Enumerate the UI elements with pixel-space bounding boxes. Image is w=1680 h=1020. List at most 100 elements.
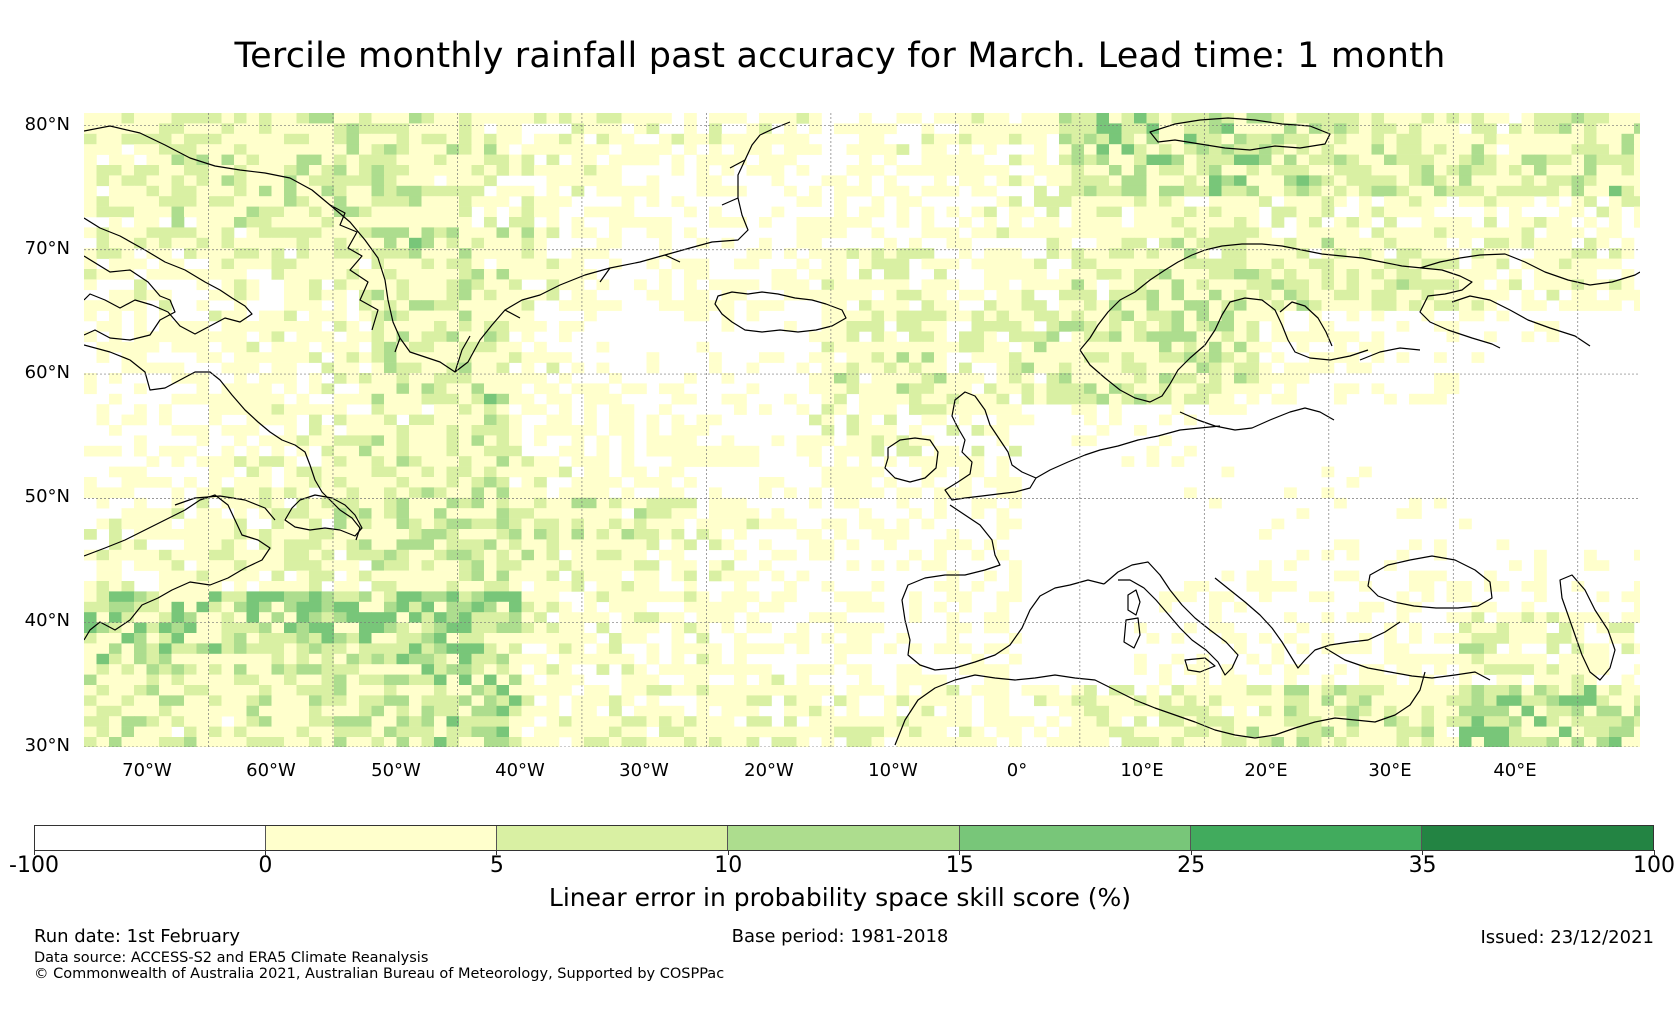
grid-cell (284, 487, 297, 499)
grid-cell (659, 217, 672, 228)
grid-cell (946, 581, 960, 592)
grid-cell (1134, 154, 1147, 166)
grid-cell (609, 373, 622, 384)
grid-cell (921, 383, 935, 395)
grid-cell (1009, 269, 1022, 280)
grid-cell (259, 487, 272, 499)
grid-cell (334, 653, 347, 665)
grid-cell (846, 289, 860, 301)
grid-cell (134, 279, 147, 291)
grid-cell (896, 487, 910, 499)
grid-cell (1384, 653, 1397, 665)
grid-cell (84, 726, 97, 738)
grid-cell (834, 466, 847, 478)
grid-cell (96, 404, 110, 415)
grid-cell (384, 279, 397, 291)
grid-cell (946, 539, 960, 551)
grid-cell (1246, 279, 1260, 291)
grid-cell (1521, 716, 1535, 727)
grid-cell (884, 456, 897, 467)
grid-cell (934, 456, 947, 467)
grid-cell (1559, 674, 1572, 686)
grid-cell (221, 705, 235, 717)
grid-cell (421, 248, 435, 259)
grid-cell (684, 716, 697, 727)
grid-cell (784, 633, 797, 644)
grid-cell (621, 414, 635, 426)
grid-cell (921, 716, 935, 727)
grid-cell (546, 633, 560, 644)
grid-cell (434, 133, 447, 145)
grid-cell (296, 695, 310, 707)
grid-cell (709, 508, 722, 519)
grid-cell (959, 133, 972, 145)
grid-cell (1184, 248, 1197, 259)
grid-cell (846, 414, 860, 426)
grid-cell (109, 321, 122, 332)
grid-cell (209, 269, 222, 280)
grid-cell (1171, 165, 1185, 176)
grid-cell (1321, 206, 1335, 218)
grid-cell (509, 393, 522, 405)
grid-cell (809, 497, 822, 509)
grid-cell (1509, 612, 1522, 623)
grid-cell (909, 310, 922, 322)
grid-cell (1621, 248, 1635, 259)
grid-cell (496, 737, 510, 747)
grid-cell (659, 279, 672, 291)
grid-cell (1034, 185, 1047, 197)
grid-cell (659, 518, 672, 530)
grid-cell (484, 206, 497, 218)
grid-cell (1259, 185, 1272, 197)
grid-cell (559, 133, 572, 145)
grid-cell (1509, 622, 1522, 634)
grid-cell (209, 154, 222, 166)
grid-cell (1359, 206, 1372, 218)
grid-cell (734, 144, 747, 155)
grid-cell (521, 404, 535, 415)
grid-cell (1634, 549, 1640, 561)
grid-cell (1234, 217, 1247, 228)
grid-cell (496, 341, 510, 353)
grid-cell (109, 633, 122, 644)
grid-cell (759, 685, 772, 696)
grid-cell (121, 237, 135, 249)
grid-cell (284, 237, 297, 249)
grid-cell (934, 362, 947, 374)
grid-cell (209, 737, 222, 747)
grid-cell (309, 705, 322, 717)
grid-cell (1484, 601, 1497, 613)
grid-cell (709, 518, 722, 530)
grid-cell (621, 435, 635, 447)
grid-cell (996, 352, 1010, 363)
grid-cell (1609, 206, 1622, 218)
grid-cell (471, 310, 485, 322)
grid-cell (246, 705, 260, 717)
grid-cell (121, 206, 135, 218)
grid-cell (609, 154, 622, 166)
grid-cell (84, 487, 97, 499)
grid-cell (1159, 341, 1172, 353)
grid-cell (596, 445, 610, 457)
grid-cell (1271, 154, 1285, 166)
grid-cell (209, 591, 222, 603)
grid-cell (459, 133, 472, 145)
grid-cell (1084, 300, 1097, 311)
grid-cell (84, 196, 97, 207)
grid-cell (246, 529, 260, 540)
grid-cell (221, 196, 235, 207)
grid-cell (634, 612, 647, 623)
grid-cell (1084, 227, 1097, 239)
grid-cell (1196, 258, 1210, 270)
grid-cell (1534, 185, 1547, 197)
grid-cell (534, 581, 547, 592)
grid-cell (1421, 248, 1435, 259)
grid-cell (1246, 113, 1260, 124)
grid-cell (134, 175, 147, 187)
grid-cell (159, 321, 172, 332)
grid-cell (384, 185, 397, 197)
grid-cell (709, 737, 722, 747)
grid-cell (646, 653, 660, 665)
grid-cell (821, 279, 835, 291)
grid-cell (234, 217, 247, 228)
